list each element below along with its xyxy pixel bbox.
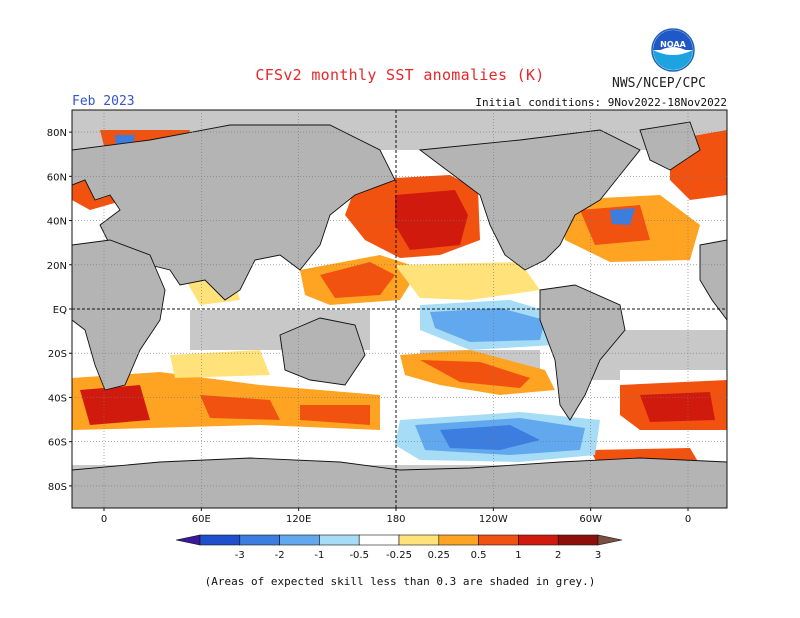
graticule <box>72 110 727 508</box>
colorbar-label: -0.25 <box>386 550 412 561</box>
longitude-label: 60W <box>579 514 602 525</box>
latitude-label: 40N <box>47 217 67 228</box>
latitude-label: 60S <box>48 438 67 449</box>
latitude-label: 20N <box>47 261 67 272</box>
colorbar-swatch <box>279 534 320 546</box>
longitude-label: 120E <box>286 514 311 525</box>
latitude-label: EQ <box>53 305 67 316</box>
colorbar-swatch <box>199 534 241 546</box>
noaa-logo: NOAA <box>651 28 695 72</box>
colorbar-label: -2 <box>275 550 285 561</box>
longitude-label: 0 <box>685 514 691 525</box>
colorbar-label: 0.25 <box>428 550 450 561</box>
colorbar-extend-low <box>175 534 201 546</box>
colorbar-swatch <box>239 534 280 546</box>
skill-footnote: (Areas of expected skill less than 0.3 a… <box>204 575 596 588</box>
colorbar-swatch <box>518 534 559 546</box>
colorbar-extend-high <box>597 534 623 546</box>
longitude-labels: 0 60E 120E 180 120W 60W 0 <box>101 508 691 525</box>
map-title: CFSv2 monthly SST anomalies (K) <box>255 66 545 84</box>
longitude-label: 120W <box>479 514 508 525</box>
latitude-label: 80N <box>47 128 67 139</box>
latitude-label: 20S <box>48 349 67 360</box>
colorbar-swatch <box>438 534 479 546</box>
land-masses <box>72 121 727 508</box>
svg-text:NOAA: NOAA <box>660 40 686 49</box>
initial-conditions: Initial conditions: 9Nov2022-18Nov2022 <box>475 96 727 109</box>
colorbar: -3 -2 -1 -0.5 -0.25 0.25 0.5 1 2 3 <box>175 534 623 561</box>
latitude-label: 60N <box>47 172 67 183</box>
colorbar-label: 1 <box>515 550 521 561</box>
forecast-period: Feb 2023 <box>72 94 135 109</box>
colorbar-label: 0.5 <box>471 550 487 561</box>
colorbar-swatch <box>398 534 440 546</box>
colorbar-label: -1 <box>314 550 324 561</box>
longitude-label: 180 <box>386 514 405 525</box>
colorbar-swatch <box>319 534 360 546</box>
longitude-label: 0 <box>101 514 107 525</box>
latitude-label: 80S <box>48 482 67 493</box>
colorbar-label: 3 <box>595 550 601 561</box>
latitude-label: 40S <box>48 393 67 404</box>
agency-label: NWS/NCEP/CPC <box>612 76 706 91</box>
latitude-labels: 80N 60N 40N 20N EQ 20S 40S 60S 80S <box>47 128 72 493</box>
colorbar-swatch <box>478 534 519 546</box>
colorbar-swatch <box>358 534 400 546</box>
colorbar-label: -0.5 <box>349 550 369 561</box>
longitude-label: 60E <box>192 514 211 525</box>
cool-anomalies <box>115 135 635 462</box>
colorbar-label: -3 <box>235 550 245 561</box>
colorbar-swatch <box>557 534 599 546</box>
colorbar-label: 2 <box>555 550 561 561</box>
